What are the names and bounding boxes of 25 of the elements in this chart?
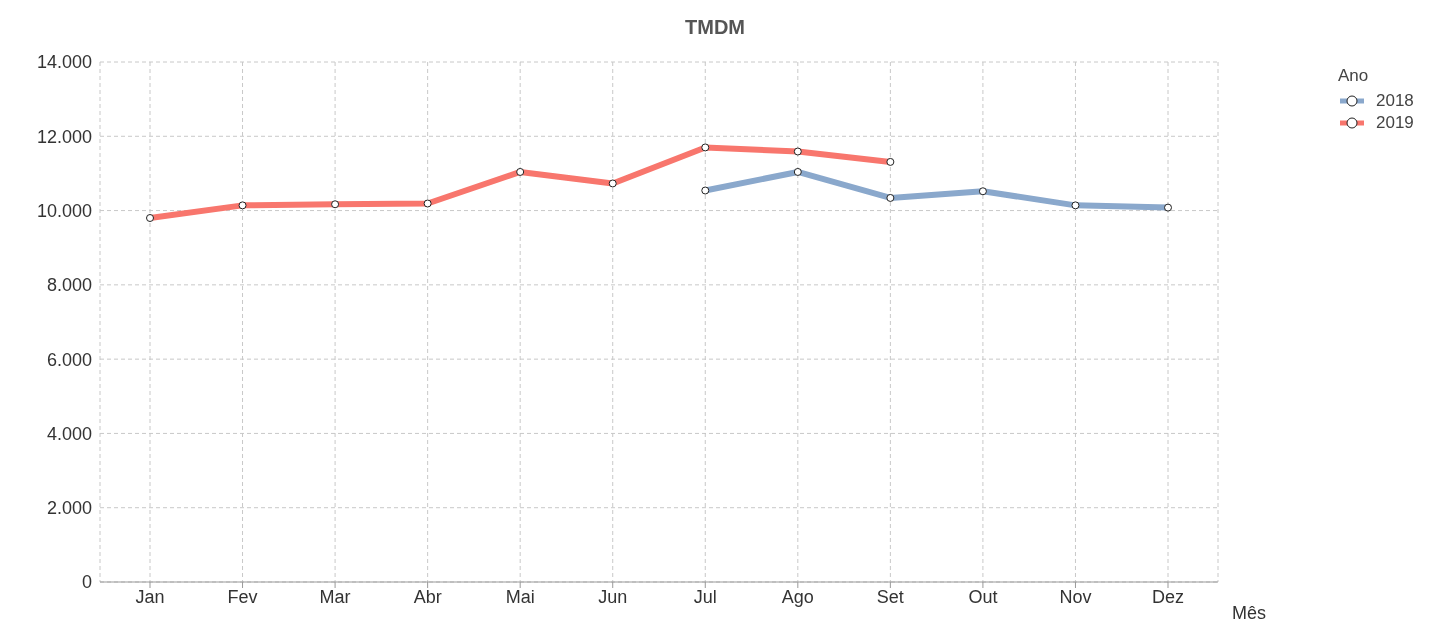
x-tick-label: Mai bbox=[505, 586, 535, 607]
legend-label: 2019 bbox=[1376, 113, 1414, 133]
y-tick-label: 4.000 bbox=[46, 423, 92, 444]
y-tick-label: 8.000 bbox=[46, 275, 92, 296]
x-tick-label: Mar bbox=[319, 586, 351, 607]
y-tick-label: 12.000 bbox=[36, 126, 92, 147]
x-axis-title: Mês bbox=[1232, 603, 1267, 624]
chart-title: TMDM bbox=[684, 16, 746, 39]
x-tick-label: Fev bbox=[227, 586, 258, 607]
y-tick-label: 0 bbox=[81, 572, 92, 593]
x-tick-label: Set bbox=[876, 586, 904, 607]
y-tick-label: 6.000 bbox=[46, 349, 92, 370]
legend-title: Ano bbox=[1338, 66, 1370, 86]
y-tick-label: 10.000 bbox=[36, 200, 92, 221]
x-tick-label: Nov bbox=[1059, 586, 1092, 607]
legend-label: 2018 bbox=[1376, 91, 1414, 111]
x-tick-label: Out bbox=[968, 586, 998, 607]
y-tick-label: 2.000 bbox=[46, 498, 92, 519]
x-tick-label: Jun bbox=[598, 586, 628, 607]
x-tick-label: Ago bbox=[781, 586, 814, 607]
x-tick-label: Abr bbox=[413, 586, 442, 607]
y-tick-label: 14.000 bbox=[36, 52, 92, 73]
x-tick-label: Jul bbox=[693, 586, 717, 607]
x-tick-label: Dez bbox=[1151, 586, 1185, 607]
x-tick-label: Jan bbox=[135, 586, 165, 607]
